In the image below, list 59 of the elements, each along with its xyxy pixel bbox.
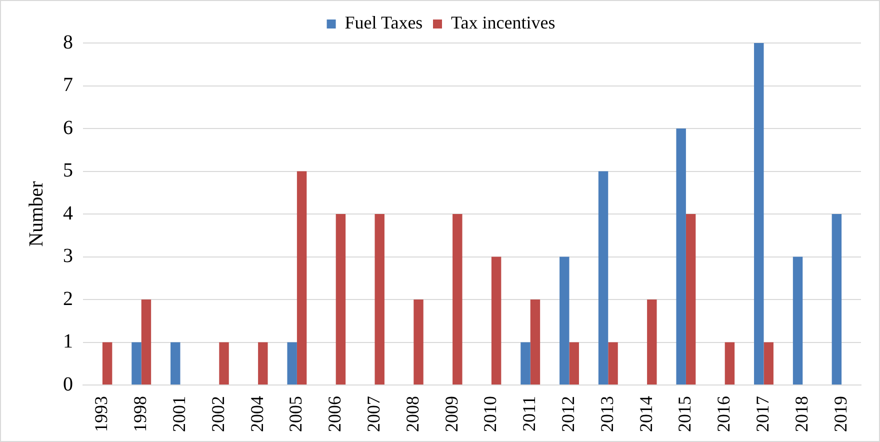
x-tick-label: 2007 bbox=[363, 396, 384, 432]
bar bbox=[764, 342, 774, 384]
bar bbox=[520, 342, 530, 384]
x-tick-label: 2006 bbox=[324, 396, 345, 432]
bar bbox=[491, 256, 502, 384]
bar bbox=[560, 256, 570, 384]
bar bbox=[724, 342, 735, 384]
bar bbox=[754, 43, 764, 384]
bar bbox=[530, 300, 540, 384]
bar bbox=[452, 214, 462, 384]
bar bbox=[102, 342, 112, 384]
bar bbox=[258, 342, 268, 384]
x-tick-label: 2012 bbox=[558, 396, 578, 432]
x-tick-label: 2009 bbox=[441, 396, 462, 432]
legend-label: Tax incentives bbox=[451, 12, 556, 33]
y-tick-label: 6 bbox=[63, 116, 73, 139]
y-tick-label: 0 bbox=[63, 373, 73, 396]
bar bbox=[569, 342, 579, 384]
bar bbox=[132, 342, 142, 384]
x-tick-label: 1998 bbox=[130, 396, 150, 432]
y-tick-label: 3 bbox=[63, 245, 73, 267]
x-tick-label: 2001 bbox=[168, 396, 189, 432]
y-tick-label: 7 bbox=[63, 74, 73, 96]
bar bbox=[598, 171, 608, 384]
legend-label: Fuel Taxes bbox=[344, 12, 423, 33]
bar bbox=[296, 171, 307, 384]
bar bbox=[676, 128, 686, 384]
x-tick-label: 2010 bbox=[480, 396, 500, 432]
x-tick-label: 2002 bbox=[208, 396, 228, 432]
x-tick-label: 2005 bbox=[286, 396, 306, 432]
x-tick-label: 1993 bbox=[91, 396, 112, 432]
bar bbox=[287, 342, 297, 384]
y-tick-label: 1 bbox=[63, 330, 73, 352]
x-tick-label: 2018 bbox=[791, 396, 812, 432]
bar bbox=[608, 342, 618, 384]
x-tick-label: 2016 bbox=[714, 396, 734, 432]
x-tick-label: 2015 bbox=[674, 396, 695, 432]
bar bbox=[832, 214, 842, 384]
x-tick-label: 2011 bbox=[519, 396, 540, 432]
bar bbox=[647, 300, 657, 384]
x-tick-label: 2008 bbox=[402, 396, 422, 432]
bar bbox=[792, 256, 803, 384]
y-axis-title: Number bbox=[25, 180, 48, 247]
bar bbox=[686, 214, 696, 384]
x-tick-label: 2017 bbox=[752, 396, 772, 432]
y-tick-label: 4 bbox=[63, 202, 73, 224]
y-tick-label: 5 bbox=[63, 160, 73, 182]
x-tick-label: 2004 bbox=[246, 396, 267, 432]
bar bbox=[170, 342, 180, 384]
x-tick-label: 2019 bbox=[830, 396, 850, 432]
x-tick-label: 2014 bbox=[636, 396, 656, 432]
y-tick-label: 8 bbox=[63, 31, 73, 54]
bar bbox=[141, 300, 152, 384]
y-tick-label: 2 bbox=[63, 288, 73, 310]
bar bbox=[414, 300, 424, 384]
x-tick-label: 2013 bbox=[596, 396, 617, 432]
bar bbox=[336, 214, 346, 384]
bar bbox=[374, 214, 384, 384]
bar bbox=[219, 342, 229, 384]
